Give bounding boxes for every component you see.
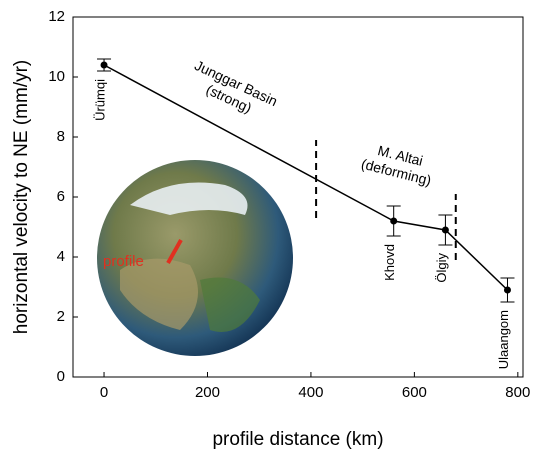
data-point	[442, 227, 449, 234]
x-tick-label: 600	[402, 384, 427, 401]
x-tick-label: 800	[505, 384, 530, 401]
x-tick-label: 200	[195, 384, 220, 401]
data-point	[101, 62, 108, 69]
y-tick-label: 0	[57, 368, 65, 385]
x-axis-title: profile distance (km)	[212, 429, 383, 450]
inset-label: profile	[103, 253, 144, 270]
page: {"chart_data": {"type": "line", "xlabel"…	[0, 0, 534, 454]
y-tick-label: 10	[48, 68, 65, 85]
y-tick-label: 6	[57, 188, 65, 205]
y-axis-title: horizontal velocity to NE (mm/yr)	[11, 60, 32, 335]
globe-inset: profile	[97, 160, 293, 356]
chart: profile profile distance (km) horizontal…	[0, 0, 534, 454]
y-tick-label: 12	[48, 8, 65, 25]
point-label: Ürümqi	[92, 79, 107, 121]
point-label: Khovd	[382, 244, 397, 281]
point-label: Ölgiy	[434, 253, 449, 283]
point-label: Ulaangom	[496, 310, 511, 369]
data-point	[504, 287, 511, 294]
y-tick-label: 2	[57, 308, 65, 325]
annotation: M. Altai(deforming)	[360, 139, 437, 188]
x-tick-label: 400	[298, 384, 323, 401]
x-tick-label: 0	[100, 384, 108, 401]
data-point	[390, 218, 397, 225]
y-tick-label: 8	[57, 128, 65, 145]
annotation: Junggar Basin(strong)	[185, 57, 280, 125]
y-tick-label: 4	[57, 248, 65, 265]
